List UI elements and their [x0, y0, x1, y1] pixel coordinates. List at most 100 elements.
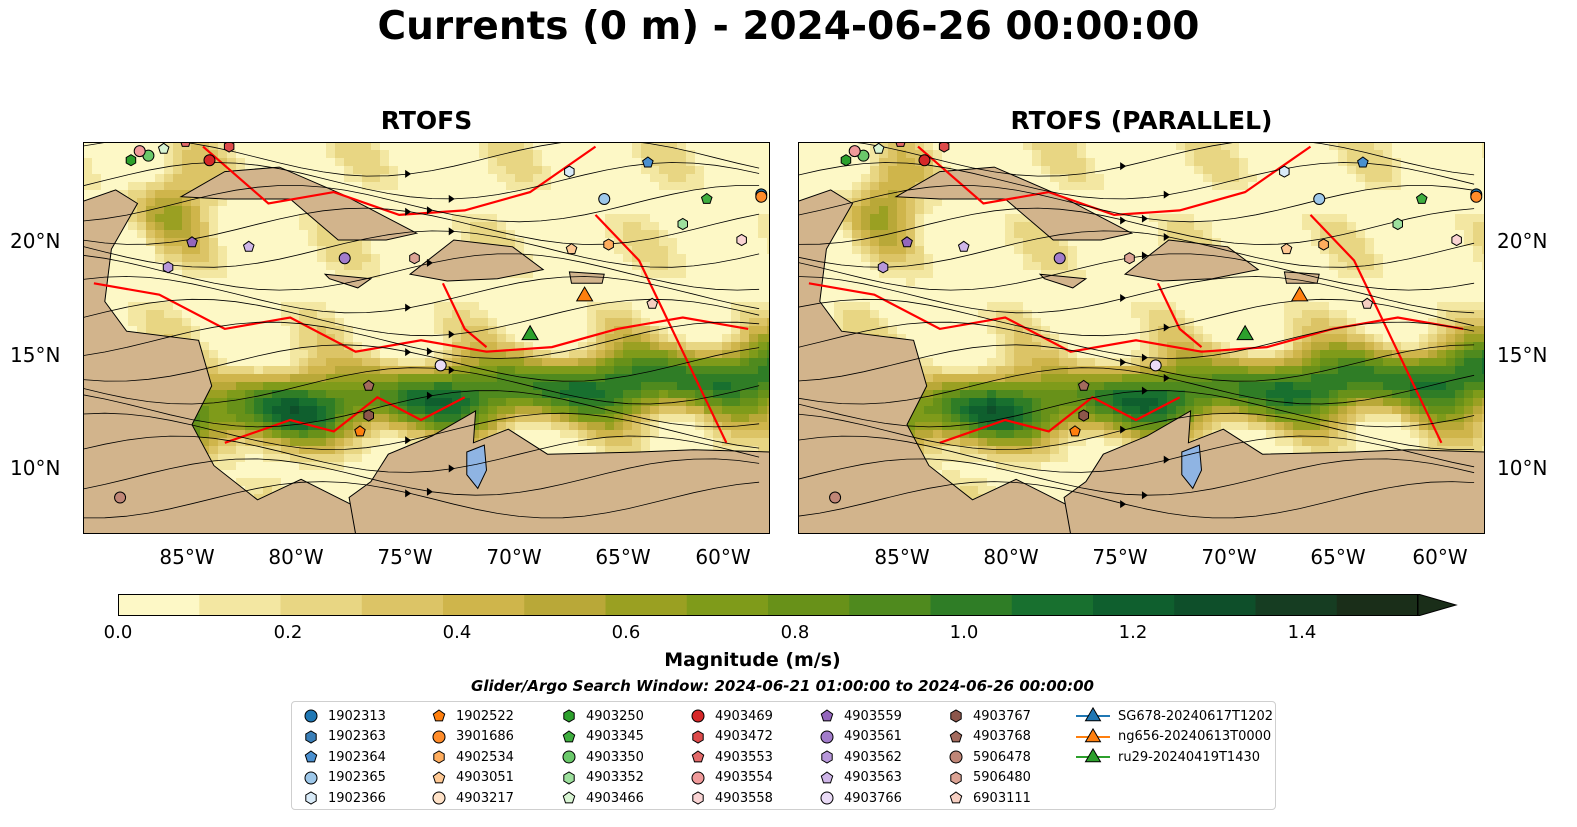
- legend-item-4903767: 4903767: [947, 706, 1031, 726]
- legend-marker-4903051: [432, 770, 446, 783]
- streamline-arrow-rtofs-3: [405, 436, 412, 445]
- streamline-rtofs-9: [83, 276, 760, 314]
- colorbar-segment-3: [361, 594, 444, 616]
- streamline-arrow-rtofs-parallel-8: [1163, 323, 1170, 332]
- argo-float-rtofs-1902366: [564, 165, 575, 178]
- streamline-rtofs-3: [83, 412, 760, 450]
- legend-label: 1902365: [328, 770, 386, 785]
- landmass-rtofs-1: [348, 409, 770, 534]
- colorbar-segment-2: [280, 594, 363, 616]
- argo-float-rtofs-4902534: [603, 238, 614, 251]
- colorbar-tick-0-4: 0.4: [442, 622, 472, 643]
- legend-label: 4903558: [715, 790, 773, 806]
- legend-marker-4903559: [820, 709, 834, 722]
- legend-marker-1902313: [304, 709, 318, 723]
- argo-float-rtofs-4903558: [736, 233, 747, 247]
- colorbar-segment-12: [1093, 594, 1175, 616]
- lake-rtofs-parallel: [1181, 444, 1203, 490]
- map-frame-rtofs-parallel: [798, 142, 1485, 534]
- legend-marker-1902366: [305, 791, 317, 805]
- streamline-arrow-rtofs-parallel-3: [1120, 425, 1127, 434]
- argo-float-rtofs-parallel-4903469: [918, 154, 931, 167]
- argo-float-rtofs-parallel-4903563: [957, 240, 970, 252]
- landmass-rtofs-5: [568, 271, 605, 284]
- colorbar-tick-1-4: 1.4: [1287, 622, 1317, 643]
- streamline-rtofs-15: [83, 142, 760, 177]
- legend-symbol-4903217: [432, 791, 446, 805]
- streamline-arrow-rtofs-10: [426, 258, 433, 267]
- colorbar-segment-4: [443, 594, 525, 616]
- argo-float-rtofs-parallel-4903466: [872, 142, 885, 154]
- argo-float-rtofs-5906478: [114, 491, 127, 504]
- streamline-rtofs-parallel-0: [798, 481, 1475, 519]
- streamline-rtofs-1: [83, 458, 760, 496]
- legend-item-1902363: 1902363: [302, 727, 386, 747]
- legend-marker-4903472: [692, 729, 704, 744]
- lat-label-10n-right: 10°N: [1497, 456, 1548, 480]
- legend-label: ru29-20240419T1430: [1118, 749, 1261, 765]
- streamline-arrow-rtofs-parallel-5: [1163, 374, 1170, 383]
- colorbar-segment-10: [930, 594, 1013, 616]
- streamline-arrow-rtofs-parallel-12: [1120, 216, 1127, 225]
- argo-float-rtofs-parallel-4903768: [1077, 379, 1090, 391]
- colorbar-segment-11: [1011, 594, 1094, 616]
- legend-item-1902365: 1902365: [302, 768, 386, 788]
- legend-marker-SG678-20240617T1202: [1076, 707, 1110, 722]
- legend-marker-ru29-20240419T1430: [1076, 748, 1110, 763]
- streamline-arrow-rtofs-parallel-11: [1163, 233, 1170, 242]
- legend-label: 4903561: [844, 729, 902, 744]
- streamline-arrow-rtofs-parallel-14: [1163, 190, 1170, 199]
- argo-float-rtofs-4903472: [223, 142, 235, 153]
- lon-label-65w-right: 65°W: [1310, 545, 1366, 569]
- colorbar-segment-9: [849, 594, 931, 616]
- legend-item-4903558: 4903558: [689, 788, 773, 808]
- streamline-rtofs-parallel-7: [798, 321, 1475, 359]
- argo-float-rtofs-4903561: [338, 252, 351, 265]
- panel-title-rtofs-parallel: RTOFS (PARALLEL): [1010, 106, 1273, 135]
- glider-rtofs-parallel-ng656-20240613T0000: [1290, 286, 1309, 302]
- argo-float-rtofs-parallel-1902366: [1279, 165, 1290, 178]
- legend-label: 4903766: [844, 790, 902, 806]
- legend-label: 4903472: [715, 729, 773, 744]
- argo-float-rtofs-parallel-5906478: [829, 491, 842, 504]
- legend-item-4903768: 4903768: [947, 727, 1031, 747]
- streamline-rtofs-parallel-2: [798, 435, 1475, 473]
- legend-symbol-4903352: [563, 770, 575, 785]
- legend-symbol-4903466: [562, 791, 576, 804]
- streamline-arrow-rtofs-4: [426, 391, 433, 400]
- lon-label-85w-right: 85°W: [874, 545, 930, 569]
- legend-item-4903250: 4903250: [560, 706, 644, 726]
- lon-label-75w-right: 75°W: [1092, 545, 1148, 569]
- legend-label: 4903350: [586, 749, 644, 765]
- legend-symbol-6903111: [949, 791, 963, 804]
- streamline-arrow-rtofs-11: [448, 227, 455, 236]
- streamline-arrow-rtofs-parallel-13: [1141, 214, 1148, 223]
- colorbar-tick-1-2: 1.2: [1118, 622, 1148, 643]
- legend-label: 5906480: [973, 770, 1031, 785]
- legend-symbol-4903350: [562, 750, 576, 764]
- colorbar-tick-0-6: 0.6: [611, 622, 641, 643]
- legend-item-4903563: 4903563: [818, 768, 902, 788]
- argo-float-rtofs-4903051: [565, 242, 578, 255]
- legend-label: 6903111: [973, 790, 1031, 806]
- legend-label: 4902534: [456, 749, 514, 765]
- legend-symbol-4903250: [563, 709, 575, 723]
- legend-item-4903350: 4903350: [560, 747, 644, 767]
- legend-item-4903561: 4903561: [818, 727, 902, 747]
- argo-float-rtofs-parallel-1902365: [1313, 192, 1326, 205]
- legend-item-4903562: 4903562: [818, 747, 902, 767]
- eez-boundary-rtofs-parallel-4: [1156, 282, 1203, 348]
- streamline-arrow-rtofs-parallel-9: [1120, 294, 1127, 303]
- streamline-rtofs-parallel-5: [798, 367, 1475, 405]
- colorbar-segment-15: [1336, 594, 1419, 616]
- streamline-arrow-rtofs-0: [405, 489, 412, 498]
- landmass-rtofs-2: [179, 166, 419, 241]
- legend-marker-4903250: [563, 709, 575, 723]
- legend-item-1902522: 1902522: [430, 706, 514, 726]
- legend-label: ng656-20240613T0000: [1118, 729, 1272, 744]
- legend-marker-4903352: [563, 770, 575, 785]
- argo-float-rtofs-parallel-4903561: [1053, 252, 1066, 265]
- legend-symbol-4903472: [692, 729, 704, 744]
- colorbar-segment-14: [1255, 594, 1338, 616]
- streamline-arrow-rtofs-9: [405, 303, 412, 312]
